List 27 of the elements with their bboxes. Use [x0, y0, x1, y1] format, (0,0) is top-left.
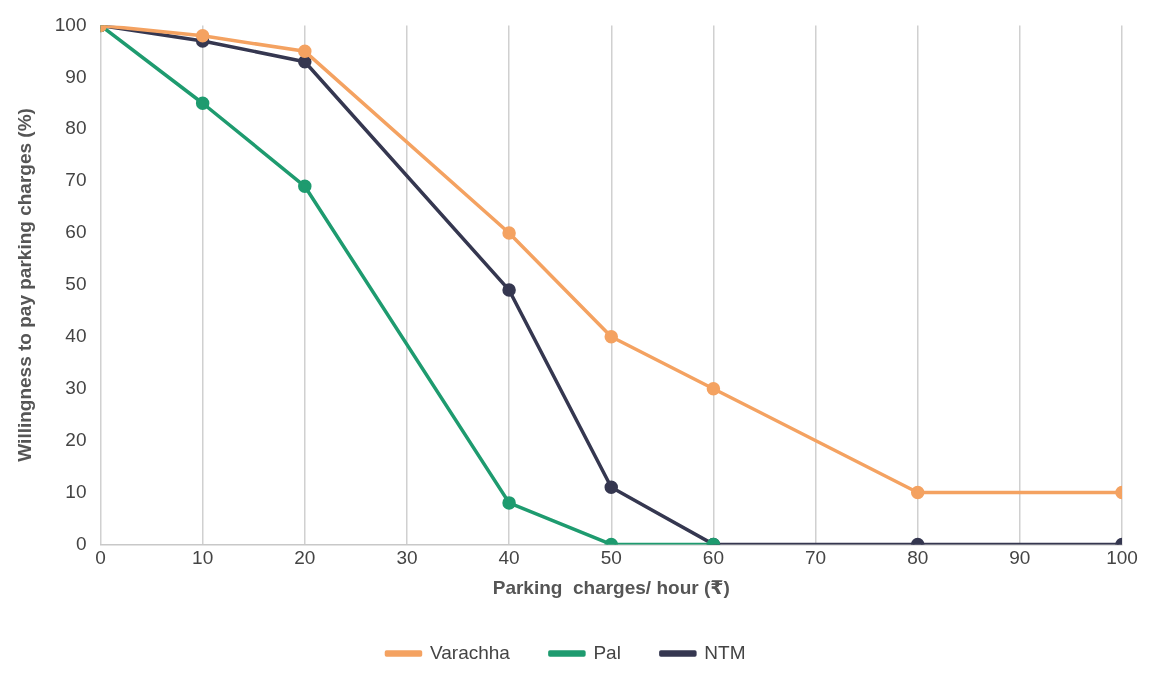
- x-tick-label: 80: [907, 547, 929, 569]
- x-tick-label: 60: [702, 547, 724, 569]
- legend-label: Pal: [593, 641, 621, 663]
- x-tick-label: 70: [804, 547, 827, 569]
- legend-label: Varachha: [429, 641, 511, 663]
- x-tick-label: 100: [1106, 547, 1138, 569]
- x-tick-label: 10: [192, 547, 214, 569]
- legend-label: NTM: [704, 641, 746, 663]
- y-axis-title: Willingness to pay parking charges (%): [13, 108, 35, 462]
- y-tick-label: 0: [75, 532, 87, 554]
- x-tick-label: 20: [294, 547, 316, 569]
- x-tick-label: 90: [1009, 547, 1031, 569]
- x-tick-label: 0: [95, 547, 106, 569]
- x-axis-title: Parking charges/ hour (₹): [492, 576, 730, 598]
- y-tick-label: 10: [65, 480, 87, 502]
- y-tick-label: 90: [65, 65, 87, 87]
- y-tick-label: 80: [65, 117, 87, 139]
- y-tick-label: 30: [65, 376, 87, 398]
- y-tick-label: 20: [65, 428, 87, 450]
- y-tick-label: 70: [65, 169, 87, 191]
- y-tick-label: 100: [54, 13, 87, 35]
- x-tick-label: 30: [396, 547, 418, 569]
- y-tick-label: 60: [65, 221, 87, 243]
- y-tick-label: 50: [65, 273, 87, 295]
- y-tick-label: 40: [65, 325, 87, 347]
- x-tick-label: 40: [498, 547, 520, 569]
- x-tick-label: 50: [600, 547, 622, 569]
